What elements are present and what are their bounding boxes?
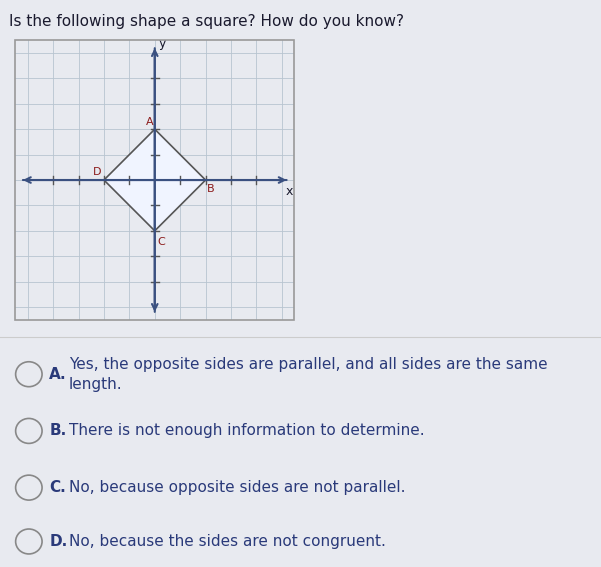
Text: D: D bbox=[93, 167, 102, 177]
Text: x: x bbox=[285, 185, 293, 198]
Text: Is the following shape a square? How do you know?: Is the following shape a square? How do … bbox=[9, 14, 404, 29]
Text: C: C bbox=[157, 237, 165, 247]
Text: Yes, the opposite sides are parallel, and all sides are the same: Yes, the opposite sides are parallel, an… bbox=[69, 357, 548, 371]
Polygon shape bbox=[104, 129, 206, 231]
Text: B: B bbox=[207, 184, 215, 194]
Bar bbox=[15, 40, 294, 320]
Text: B.: B. bbox=[49, 424, 67, 438]
Text: length.: length. bbox=[69, 377, 123, 392]
Text: A: A bbox=[146, 117, 153, 126]
Text: No, because the sides are not congruent.: No, because the sides are not congruent. bbox=[69, 534, 386, 549]
Text: y: y bbox=[159, 37, 166, 50]
Text: No, because opposite sides are not parallel.: No, because opposite sides are not paral… bbox=[69, 480, 406, 495]
Text: A.: A. bbox=[49, 367, 67, 382]
Text: D.: D. bbox=[49, 534, 67, 549]
Text: There is not enough information to determine.: There is not enough information to deter… bbox=[69, 424, 425, 438]
Text: C.: C. bbox=[49, 480, 66, 495]
